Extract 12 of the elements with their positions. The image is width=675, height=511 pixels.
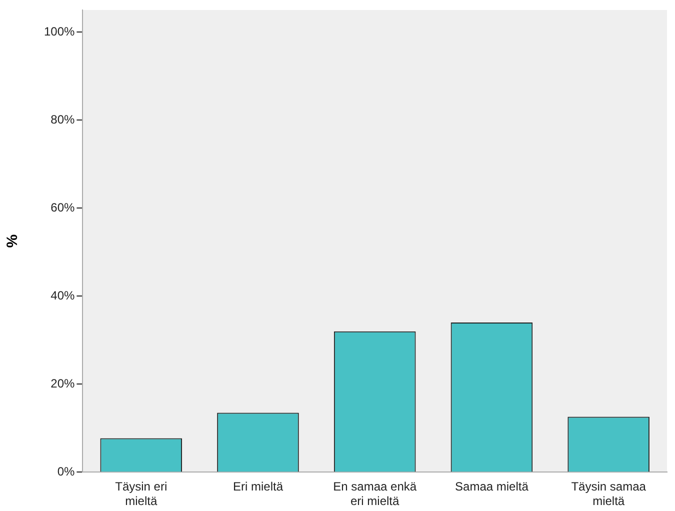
x-tick-label: Samaa mieltä	[455, 480, 529, 494]
y-tick-label: 100%	[44, 24, 76, 38]
y-tick-label: 20%	[50, 376, 76, 390]
y-tick-label: 40%	[50, 288, 76, 302]
x-tick-label: Täysin samaa mieltä	[571, 480, 646, 508]
x-tick-label: Täysin eri mieltä	[115, 480, 168, 508]
y-tick-label: 80%	[50, 112, 76, 126]
y-axis-title: %	[4, 234, 22, 248]
y-tick-label: 0%	[57, 464, 76, 479]
x-tick-label: En samaa enkä eri mieltä	[333, 480, 417, 508]
x-tick-label: Eri mieltä	[232, 480, 284, 494]
y-tick-label: 60%	[50, 200, 76, 214]
